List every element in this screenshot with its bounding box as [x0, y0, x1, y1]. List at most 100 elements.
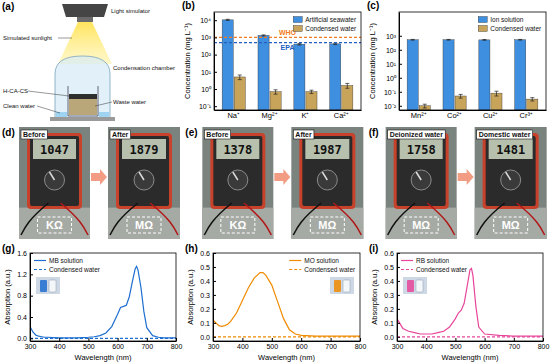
tick-mark [214, 20, 217, 21]
tick-mark [455, 338, 456, 341]
multimeter-photo: 1378BeforeKΩ [202, 127, 273, 239]
tick-mark [213, 295, 216, 296]
legend-item: Condensed water [478, 25, 542, 32]
figure: (a)Light simulatorSimulated sunlightCond… [0, 0, 550, 363]
legend-label: MO solution [304, 257, 339, 264]
legend-swatch [401, 269, 413, 270]
probe-wire [333, 203, 361, 235]
error-cap [274, 89, 278, 90]
tick: 0.0 [200, 334, 216, 341]
reference-line [214, 37, 361, 38]
inset-background [330, 277, 354, 294]
bar [330, 44, 341, 110]
tick: Co²⁺ [447, 111, 462, 120]
bar-series [222, 19, 341, 110]
clean-water [99, 112, 109, 117]
lamp-lens [77, 17, 93, 22]
axis-line [214, 341, 361, 342]
tick-mark [399, 64, 402, 65]
tick: 400 [237, 338, 249, 350]
tick-mark [88, 338, 89, 341]
clean-water [56, 112, 67, 117]
tick-mark [213, 338, 214, 341]
panel-label: (c) [367, 0, 379, 11]
error-cap [482, 40, 486, 41]
legend-swatch [293, 17, 302, 23]
x-axis-title: Wavelength (nm) [258, 353, 315, 362]
inset-vial [49, 280, 56, 292]
tick-mark [214, 55, 217, 56]
error-cap [309, 90, 313, 91]
probe-wire [244, 203, 271, 235]
bar [407, 40, 418, 110]
inset-photo [36, 277, 60, 294]
legend-label: Artificial seawater [305, 16, 357, 23]
x-axis-title: Wavelength (nm) [75, 353, 132, 362]
error-cap [447, 40, 451, 41]
tick: 600 [296, 338, 308, 350]
tick-label: 700 [508, 343, 520, 350]
tick-label: 400 [237, 343, 249, 350]
probe-wire [21, 203, 49, 235]
tick-label: 10¹ [386, 61, 397, 68]
legend-item: Condensed water [289, 266, 356, 273]
legend-item: Ion solution [478, 16, 524, 23]
line-series [30, 338, 176, 339]
caption-box [477, 130, 533, 139]
photo-background [202, 127, 273, 239]
tick: 10² [201, 51, 217, 58]
tick: 0.5 [200, 264, 216, 271]
bar [491, 93, 502, 110]
bar [222, 20, 233, 110]
tick: 0.6 [384, 250, 400, 257]
photo-background [19, 127, 90, 239]
tick-mark [30, 338, 31, 341]
tick-label: 0.5 [200, 264, 210, 271]
error-bar [311, 90, 312, 93]
error-cap [530, 100, 534, 101]
y-axis-title: Absorption (a.u.) [3, 269, 12, 325]
plot-area [214, 19, 361, 110]
error-bar [532, 98, 533, 101]
plot-frame [30, 253, 176, 341]
legend-swatch [289, 260, 301, 261]
caption-box [293, 130, 314, 139]
tick: 10⁴ [200, 17, 217, 24]
tick-label: 800 [538, 343, 550, 350]
tick-label: 800 [171, 343, 183, 350]
tick-label: 0.3 [200, 292, 210, 299]
tick-label: Cu²⁺ [483, 111, 498, 120]
tick: 0.3 [200, 292, 216, 299]
meter-body [27, 133, 82, 209]
tick: 300 [392, 338, 404, 350]
tick-label: 700 [325, 343, 337, 350]
axis-line [213, 254, 214, 342]
tick: 300 [208, 338, 220, 350]
bar [306, 92, 317, 110]
meter-body [116, 133, 172, 209]
legend-swatch [401, 260, 413, 261]
tick-mark [543, 338, 544, 341]
unit-box [494, 217, 528, 233]
bar [294, 44, 305, 110]
tick-label: 800 [355, 343, 367, 350]
lamp-housing [62, 4, 108, 17]
meter-dial [228, 170, 248, 190]
error-cap [411, 40, 415, 41]
tick: 0.5 [384, 264, 400, 271]
tick: 0.1 [384, 320, 400, 327]
meter-face [486, 136, 536, 206]
legend-label: Condensed water [49, 266, 101, 273]
panel-label: (i) [369, 243, 378, 254]
inset-background [36, 277, 60, 294]
error-cap [494, 96, 498, 97]
multimeter-photo: 1047BeforeKΩ [19, 127, 90, 239]
tick-mark [399, 36, 402, 37]
inset-vial [40, 280, 47, 292]
caption-box [388, 130, 446, 139]
tick-label: 10³ [386, 33, 397, 40]
dial-pointer [233, 172, 238, 180]
tick: 600 [112, 338, 124, 350]
tick-label: 600 [112, 343, 124, 350]
multimeter-photo: 1758Deionized waterMΩ [386, 127, 457, 239]
